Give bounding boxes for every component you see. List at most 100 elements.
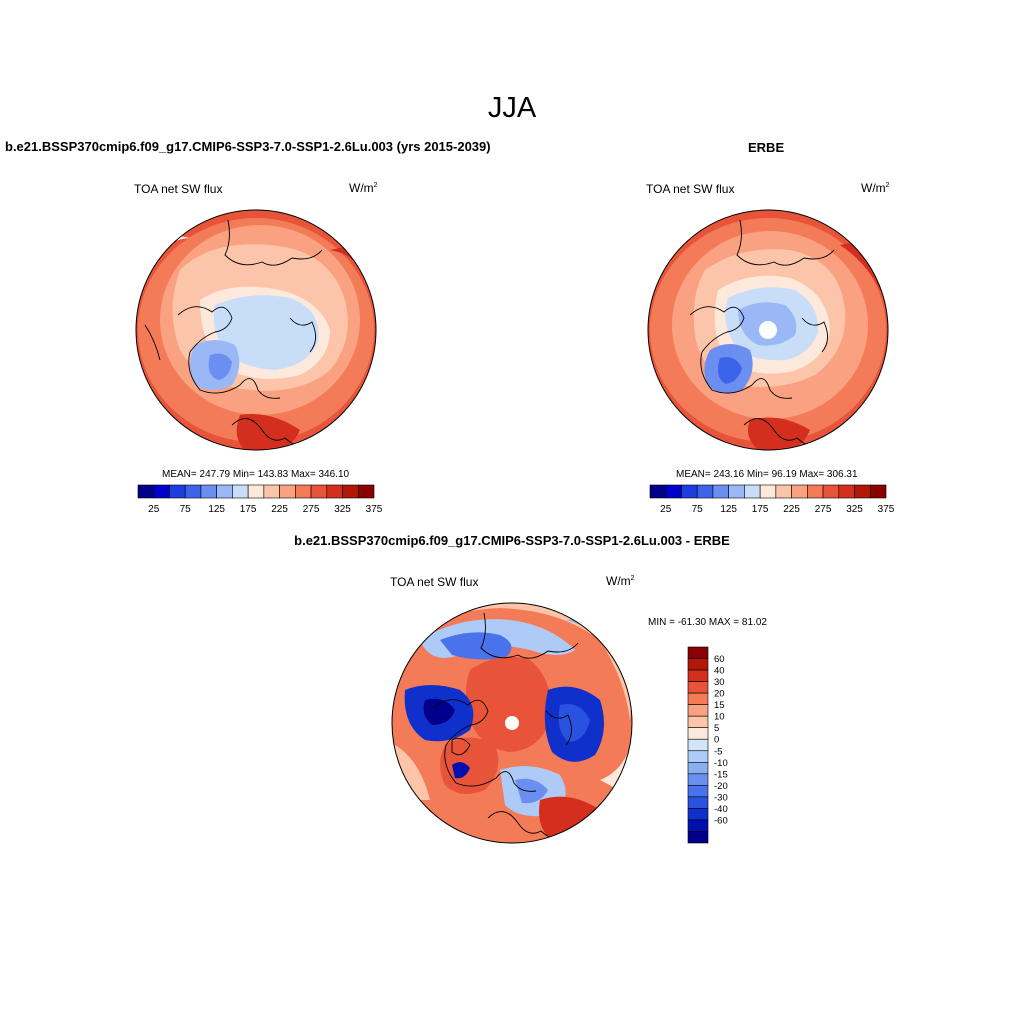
obs-colorbar-box — [822, 484, 840, 499]
obs-colorbar-tick-label: 75 — [692, 504, 704, 515]
model-colorbar-tick-label: 75 — [180, 504, 192, 515]
diff-panel-title: b.e21.BSSP370cmip6.f09_g17.CMIP6-SSP3-7.… — [294, 533, 730, 548]
obs-colorbar-box — [744, 484, 761, 499]
diff-colorbar-box — [687, 681, 709, 694]
model-colorbar-box — [310, 484, 328, 499]
diff-colorbar-box — [687, 692, 709, 705]
obs-colorbar-box — [665, 484, 682, 499]
diff-colorbar-box — [687, 819, 709, 832]
obs-stats: MEAN= 243.16 Min= 96.19 Max= 306.31 — [676, 469, 858, 480]
model-colorbar-tick-label: 225 — [271, 504, 288, 515]
diff-colorbar-box — [687, 738, 709, 752]
diff-colorbar-box — [687, 761, 709, 775]
obs-units: W/m2 — [861, 181, 890, 195]
obs-colorbar-box — [869, 484, 887, 499]
model-colorbar-box — [295, 484, 312, 499]
diff-colorbar-box — [687, 808, 709, 821]
model-stats: MEAN= 247.79 Min= 143.83 Max= 346.10 — [162, 469, 350, 480]
obs-panel-title: ERBE — [748, 140, 785, 155]
obs-colorbar-box — [728, 484, 745, 499]
obs-colorbar-tick-label: 325 — [846, 504, 863, 515]
diff-colorbar-box — [687, 796, 709, 809]
obs-colorbar-tick-label: 375 — [878, 504, 895, 515]
diff-colorbar-tick-label: 15 — [714, 700, 725, 711]
diff-colorbar-tick-label: 5 — [714, 723, 719, 734]
diff-colorbar-box — [687, 715, 709, 729]
model-colorbar-box — [184, 484, 202, 499]
diff-colorbar-tick-label: 20 — [714, 689, 725, 700]
obs-colorbar-box — [649, 484, 667, 499]
model-colorbar-tick-label: 375 — [366, 504, 383, 515]
diff-colorbar-box — [687, 831, 709, 844]
diff-colorbar-tick-label: -40 — [714, 804, 728, 815]
model-colorbar-box — [263, 484, 280, 499]
obs-colorbar-box — [791, 484, 808, 499]
model-colorbar-box — [200, 484, 217, 499]
obs-colorbar-box — [696, 484, 714, 499]
diff-colorbar-tick-label: 10 — [714, 712, 725, 723]
model-colorbar-tick-label: 275 — [303, 504, 320, 515]
obs-map-border — [647, 209, 889, 451]
obs-colorbar-tick-label: 225 — [783, 504, 800, 515]
obs-missing-pole — [759, 321, 777, 339]
obs-colorbar: 25 75 125 175 225 275 325 375 — [649, 484, 895, 515]
model-colorbar-tick-label: 325 — [334, 504, 351, 515]
model-units: W/m2 — [349, 181, 378, 195]
diff-colorbar-tick-label: -10 — [714, 758, 728, 769]
model-colorbar-box — [279, 484, 296, 499]
diff-colorbar-tick-label: -15 — [714, 769, 728, 780]
obs-colorbar-box — [838, 484, 855, 499]
diff-colorbar-box — [687, 785, 709, 798]
obs-colorbar-box — [854, 484, 871, 499]
diff-variable-label: TOA net SW flux — [390, 575, 479, 589]
model-colorbar-box — [326, 484, 343, 499]
obs-colorbar-tick-label: 125 — [720, 504, 737, 515]
obs-colorbar-box — [807, 484, 824, 499]
diff-colorbar-box — [687, 646, 709, 659]
model-polar-map — [136, 210, 376, 450]
model-colorbar-box — [247, 484, 265, 499]
diff-colorbar-tick-label: -5 — [714, 746, 722, 757]
model-colorbar: 25 75 125 175 225 275 325 375 — [137, 484, 383, 515]
model-colorbar-tick-label: 25 — [148, 504, 160, 515]
model-colorbar-tick-label: 125 — [208, 504, 225, 515]
model-panel-title: b.e21.BSSP370cmip6.f09_g17.CMIP6-SSP3-7.… — [5, 139, 491, 154]
diff-colorbar-tick-label: 30 — [714, 677, 725, 688]
obs-colorbar-box — [759, 484, 777, 499]
model-colorbar-box — [216, 484, 233, 499]
diff-units: W/m2 — [606, 574, 635, 588]
diff-colorbar-box — [687, 727, 709, 740]
season-title: JJA — [487, 92, 537, 124]
diff-map-border — [391, 602, 633, 844]
diff-colorbar-box — [687, 704, 709, 717]
obs-colorbar-box — [681, 484, 698, 499]
obs-colorbar-tick-label: 175 — [752, 504, 769, 515]
model-colorbar-box — [169, 484, 186, 499]
obs-colorbar-box — [775, 484, 792, 499]
obs-variable-label: TOA net SW flux — [646, 182, 735, 196]
diff-colorbar-box — [687, 773, 709, 786]
model-colorbar-tick-label: 175 — [240, 504, 257, 515]
model-colorbar-box — [232, 484, 249, 499]
model-colorbar-box — [342, 484, 359, 499]
diff-colorbar-tick-label: 0 — [714, 735, 719, 746]
diff-colorbar-box — [687, 658, 709, 671]
diff-colorbar-tick-label: -60 — [714, 815, 728, 826]
model-colorbar-box — [137, 484, 155, 499]
diff-missing-pole — [505, 716, 519, 730]
diff-colorbar-tick-label: -30 — [714, 792, 728, 803]
diff-colorbar-tick-label: 60 — [714, 654, 725, 665]
obs-colorbar-tick-label: 275 — [815, 504, 832, 515]
diff-colorbar-tick-label: 40 — [714, 666, 725, 677]
model-map-border — [135, 209, 377, 451]
model-colorbar-box — [357, 484, 375, 499]
diff-colorbar-box — [687, 669, 709, 682]
obs-colorbar-box — [712, 484, 729, 499]
diff-colorbar-tick-label: -20 — [714, 781, 728, 792]
model-colorbar-box — [153, 484, 170, 499]
model-variable-label: TOA net SW flux — [134, 182, 223, 196]
diff-colorbar-box — [687, 750, 709, 763]
obs-colorbar-tick-label: 25 — [660, 504, 672, 515]
